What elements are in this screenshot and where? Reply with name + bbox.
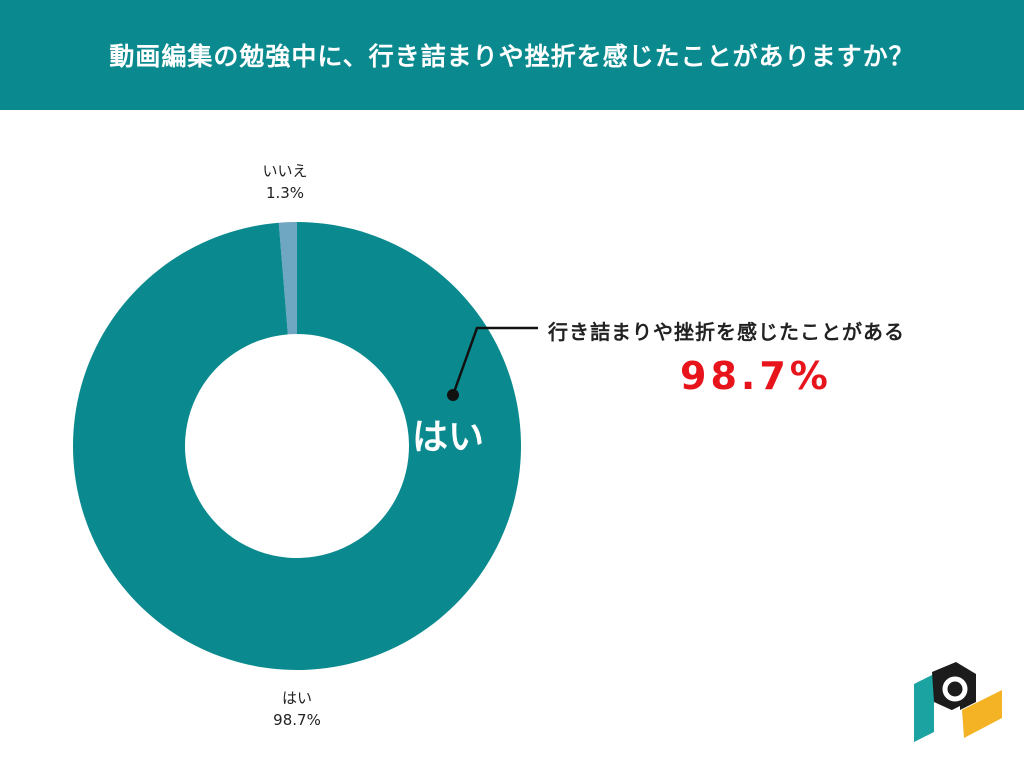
donut-chart: [73, 222, 522, 670]
company-logo-icon: [914, 662, 1002, 742]
slice-inside-label: はい: [412, 417, 485, 458]
logo-white-slash: [944, 706, 960, 730]
slice-label-yes-name: はい: [281, 689, 312, 707]
logo-yellow-shape: [962, 690, 1002, 738]
callout-text: 行き詰まりや挫折を感じたことがある: [548, 320, 905, 344]
slice-label-yes: はい 98.7%: [237, 687, 357, 731]
page-title: 動画編集の勉強中に、行き詰まりや挫折を感じたことがありますか？: [109, 42, 915, 71]
logo-ring: [942, 676, 968, 702]
slice-label-no-value: 1.3%: [265, 184, 305, 202]
logo-dark-shape: [932, 662, 976, 712]
slice-label-no-name: いいえ: [262, 162, 308, 180]
logo-teal-shape: [914, 674, 934, 742]
donut-slice-yes: [73, 222, 522, 670]
donut-slice-no: [278, 222, 297, 335]
callout-value: 98.7%: [680, 354, 832, 398]
slice-label-no: いいえ 1.3%: [225, 160, 345, 204]
header-bar: 動画編集の勉強中に、行き詰まりや挫折を感じたことがありますか？: [0, 0, 1024, 110]
slice-label-yes-value: 98.7%: [273, 711, 321, 729]
